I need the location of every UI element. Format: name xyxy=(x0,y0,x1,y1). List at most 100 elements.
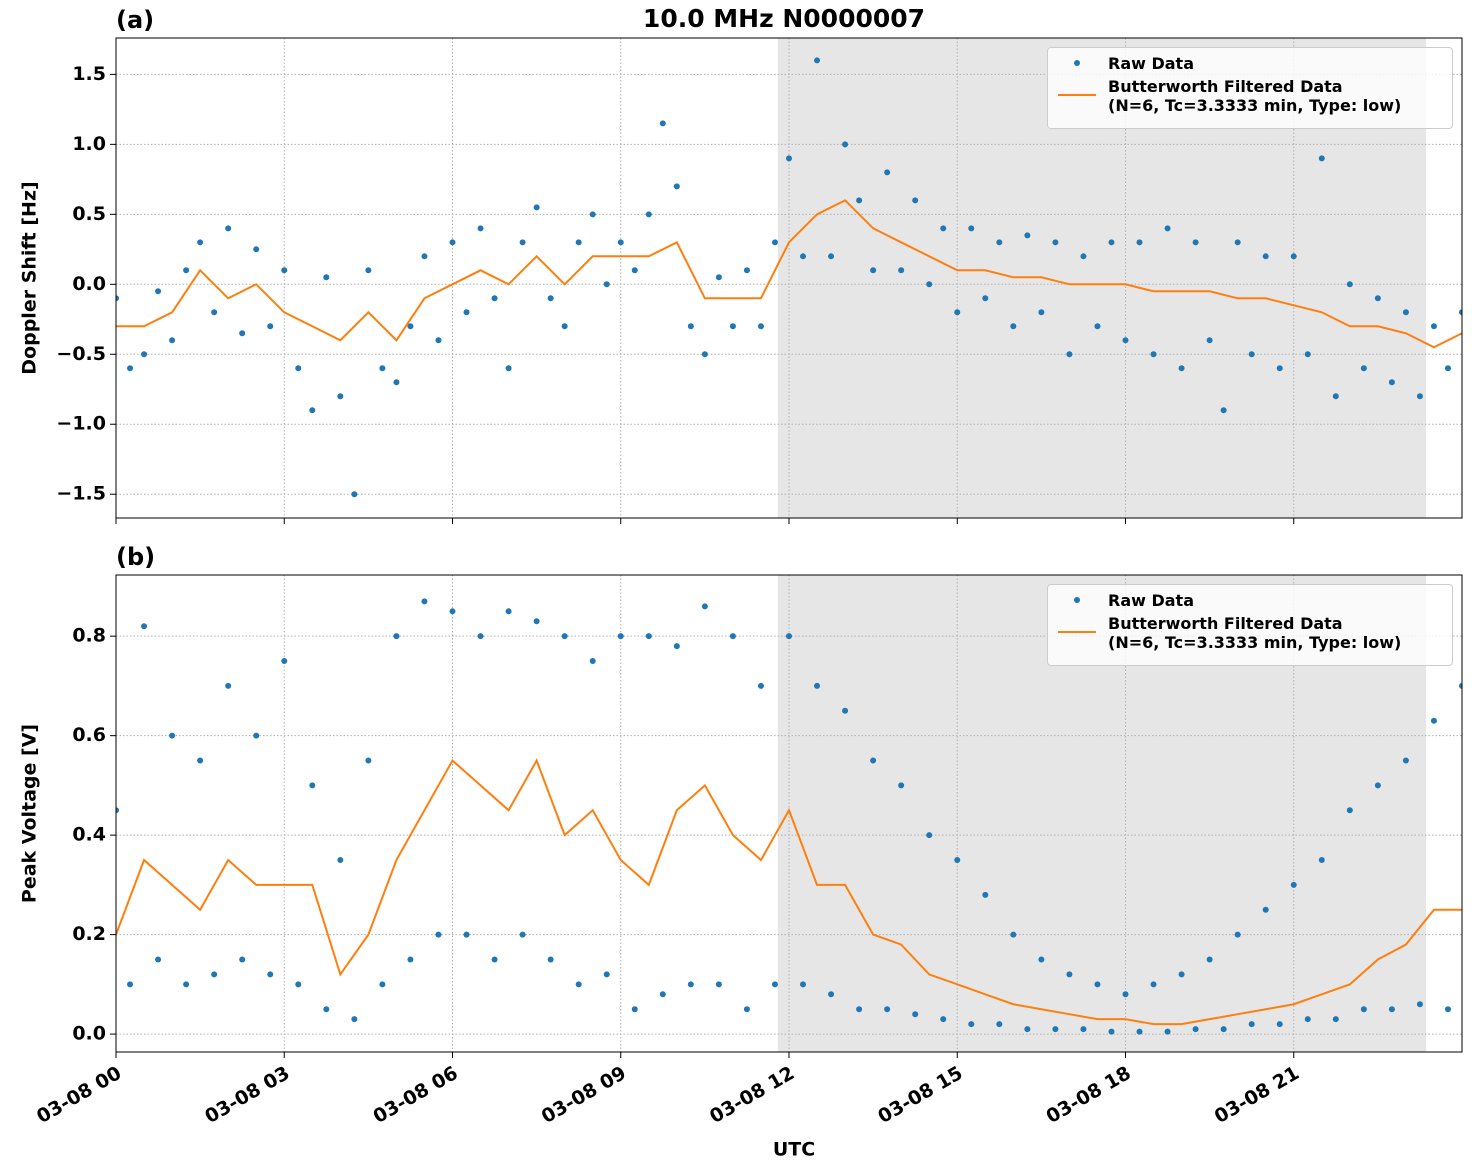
raw-point xyxy=(715,274,722,281)
raw-point xyxy=(1080,1026,1087,1033)
y-tick-label: −0.5 xyxy=(56,343,106,365)
raw-point xyxy=(1122,337,1129,344)
raw-point xyxy=(1402,757,1409,764)
legend-key xyxy=(1056,591,1098,609)
raw-point xyxy=(1402,309,1409,316)
raw-point xyxy=(1052,239,1059,246)
raw-point xyxy=(870,757,877,764)
legend-key xyxy=(1056,77,1098,96)
raw-point xyxy=(1374,295,1381,302)
raw-point xyxy=(309,407,316,414)
y-tick-label: −1.5 xyxy=(56,483,106,505)
raw-point xyxy=(842,707,849,714)
raw-point xyxy=(1430,323,1437,330)
raw-point xyxy=(828,253,835,260)
raw-point xyxy=(1178,365,1185,372)
legend: Raw Data Butterworth Filtered Data (N=6, … xyxy=(1047,584,1453,666)
raw-point xyxy=(926,281,933,288)
raw-point xyxy=(856,197,863,204)
raw-point xyxy=(463,309,470,316)
raw-point xyxy=(996,1021,1003,1028)
raw-point xyxy=(659,991,666,998)
raw-point xyxy=(295,365,302,372)
raw-point xyxy=(870,267,877,274)
raw-point xyxy=(1444,1006,1451,1013)
raw-point xyxy=(1066,351,1073,358)
raw-point xyxy=(673,183,680,190)
y-tick-label: −1.0 xyxy=(56,413,106,435)
raw-point xyxy=(1108,1028,1115,1035)
raw-point xyxy=(603,971,610,978)
raw-point xyxy=(155,288,162,295)
raw-point xyxy=(1024,1026,1031,1033)
raw-point xyxy=(589,658,596,665)
raw-point xyxy=(1388,379,1395,386)
raw-point xyxy=(169,732,176,739)
raw-point xyxy=(631,1006,638,1013)
raw-point xyxy=(912,197,919,204)
raw-point xyxy=(337,857,344,864)
raw-point xyxy=(1290,881,1297,888)
raw-point xyxy=(183,267,190,274)
raw-point xyxy=(1290,253,1297,260)
raw-point xyxy=(1122,991,1129,998)
raw-point xyxy=(1234,239,1241,246)
raw-point xyxy=(1248,1021,1255,1028)
raw-point xyxy=(116,807,119,814)
raw-point xyxy=(239,956,246,963)
legend-label: Butterworth Filtered Data (N=6, Tc=3.333… xyxy=(1108,77,1402,115)
raw-point xyxy=(954,309,961,316)
raw-point xyxy=(211,309,218,316)
raw-point xyxy=(449,239,456,246)
raw-point xyxy=(912,1011,919,1018)
raw-point xyxy=(197,757,204,764)
raw-point xyxy=(1332,393,1339,400)
raw-point xyxy=(1388,1006,1395,1013)
raw-point xyxy=(1178,971,1185,978)
raw-point xyxy=(463,931,470,938)
raw-point xyxy=(561,633,568,640)
raw-point xyxy=(1276,1021,1283,1028)
raw-point xyxy=(239,330,246,337)
raw-point xyxy=(1444,365,1451,372)
raw-point xyxy=(1360,1006,1367,1013)
raw-point xyxy=(435,337,442,344)
raw-point xyxy=(1206,956,1213,963)
raw-point xyxy=(1206,337,1213,344)
raw-point xyxy=(1416,1001,1423,1008)
raw-point xyxy=(155,956,162,963)
y-tick-label: 0.0 xyxy=(72,1023,106,1045)
raw-point xyxy=(116,295,119,302)
y-tick-label: 0.5 xyxy=(72,203,106,225)
legend-label: Raw Data xyxy=(1108,54,1194,73)
raw-point xyxy=(323,1006,330,1013)
raw-point xyxy=(351,491,358,498)
raw-point xyxy=(393,379,400,386)
raw-point xyxy=(407,323,414,330)
raw-point xyxy=(1430,717,1437,724)
raw-point xyxy=(127,981,134,988)
raw-point xyxy=(575,239,582,246)
raw-point xyxy=(533,618,540,625)
raw-point xyxy=(449,608,456,615)
raw-point xyxy=(1360,365,1367,372)
raw-point xyxy=(477,633,484,640)
raw-point xyxy=(281,267,288,274)
raw-point xyxy=(589,211,596,218)
filtered-line xyxy=(116,758,1462,1026)
raw-point xyxy=(701,603,708,610)
raw-point xyxy=(1276,365,1283,372)
raw-point xyxy=(1024,232,1031,239)
raw-point xyxy=(197,239,204,246)
y-tick-label: 0.0 xyxy=(72,273,106,295)
raw-point xyxy=(1192,239,1199,246)
plot-frame xyxy=(115,574,1463,1053)
raw-point xyxy=(631,267,638,274)
raw-point xyxy=(1416,393,1423,400)
legend-key xyxy=(1056,614,1098,633)
raw-point xyxy=(1164,225,1171,232)
raw-point xyxy=(183,981,190,988)
raw-point xyxy=(575,981,582,988)
raw-point xyxy=(645,633,652,640)
raw-point xyxy=(225,225,232,232)
